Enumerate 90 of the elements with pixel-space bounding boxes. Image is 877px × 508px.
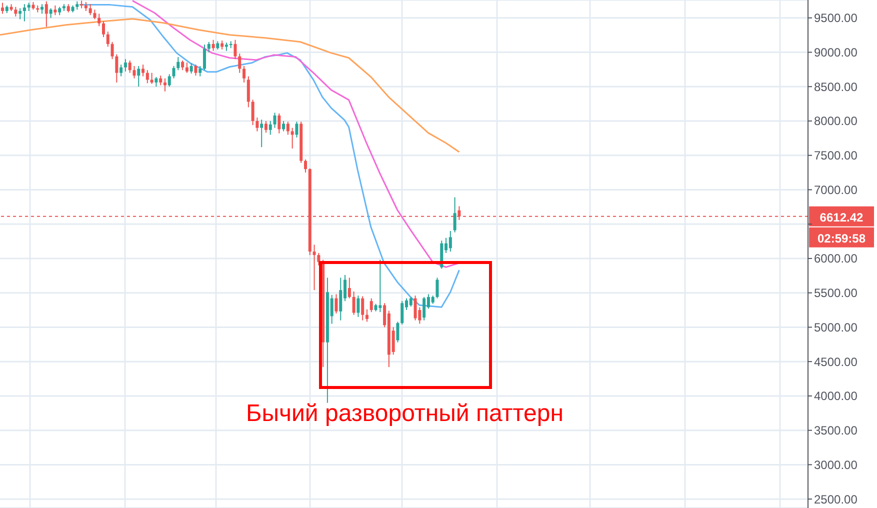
y-tick-label: 3000.00	[814, 458, 858, 472]
candlestick	[22, 4, 26, 22]
candlestick	[198, 65, 202, 77]
candlestick	[168, 74, 171, 88]
candlestick	[396, 321, 400, 343]
y-tick-label: 2500.00	[814, 492, 858, 506]
candlestick	[282, 120, 286, 132]
candlestick	[212, 39, 215, 52]
text: 02:59:58	[817, 231, 866, 246]
candlestick	[400, 300, 404, 325]
candlestick	[414, 295, 417, 321]
candlestick	[356, 295, 360, 318]
candlestick	[146, 70, 149, 84]
y-tick-label: 5500.00	[814, 286, 858, 300]
candlestick	[137, 65, 140, 88]
candlestick	[190, 62, 193, 74]
candlestick	[304, 158, 307, 174]
candlestick	[251, 99, 254, 126]
line-series	[132, 0, 460, 268]
ref-line-label: 6612.42	[820, 210, 864, 224]
y-tick-label: 7500.00	[814, 148, 858, 163]
candlestick	[159, 75, 162, 86]
candlestick	[185, 62, 188, 74]
candlestick	[128, 60, 132, 74]
candlestick	[352, 290, 356, 316]
candlestick	[278, 112, 281, 134]
candlestick	[264, 120, 268, 134]
candlestick	[260, 119, 264, 148]
candlestick	[207, 41, 210, 53]
candlestick	[14, 6, 18, 17]
candlestick	[234, 39, 237, 60]
candlestick	[98, 13, 101, 27]
candlestick	[365, 308, 368, 322]
y-tick-label: 4000.00	[814, 389, 858, 404]
y-tick-label: 5000.00	[814, 320, 858, 334]
candlestick	[312, 244, 316, 291]
annotation: Бычий разворотный паттерн	[246, 400, 564, 428]
candlestick	[348, 277, 351, 299]
candlestick	[110, 41, 114, 60]
candlestick	[361, 296, 364, 321]
candlestick	[142, 64, 145, 77]
candlestick	[49, 8, 52, 18]
candlestick	[317, 252, 320, 266]
candlestick	[448, 230, 452, 252]
candlestick	[286, 121, 290, 136]
y-tick-label: 6000.00	[814, 252, 858, 266]
candlestick	[1, 2, 4, 14]
candlestick	[40, 4, 44, 14]
candlestick	[93, 9, 96, 20]
candlestick	[436, 277, 439, 299]
y-tick-label: 7000.00	[814, 182, 858, 197]
candlestick	[409, 296, 412, 308]
candlestick	[132, 65, 136, 79]
candlestick	[273, 112, 276, 128]
candlestick	[102, 20, 105, 38]
candlestick	[44, 0, 48, 28]
candlestick	[18, 8, 22, 20]
candlestick	[453, 196, 456, 233]
candlestick	[238, 53, 242, 74]
candlestick	[88, 4, 92, 16]
y-tick-label: 9000.00	[814, 46, 858, 60]
candlestick	[370, 298, 373, 313]
candlestick	[268, 120, 272, 136]
candlestick	[124, 58, 127, 72]
candlestick	[172, 65, 176, 79]
candlestick	[378, 259, 382, 313]
candlestick	[120, 64, 123, 77]
candlestick	[163, 78, 166, 92]
candlestick	[181, 60, 184, 71]
candlestick	[203, 44, 206, 71]
candlestick	[242, 65, 246, 83]
y-tick-label: 3500.00	[814, 424, 858, 438]
candlestick	[150, 72, 154, 84]
candlestick	[246, 76, 250, 108]
line-series	[0, 18, 460, 153]
candlestick	[334, 294, 338, 314]
y-tick-label: 4500.00	[814, 354, 858, 369]
candlestick	[154, 76, 158, 88]
y-tick-label: 8500.00	[814, 80, 858, 94]
candlestick	[422, 296, 426, 321]
candlestick	[54, 5, 57, 16]
candlestick	[339, 277, 342, 321]
candlestick	[256, 117, 259, 132]
y-tick-label: 8000.00	[814, 114, 858, 128]
candlestick	[176, 56, 180, 71]
candlestick	[106, 31, 110, 48]
candlestick	[115, 54, 118, 83]
candlestick	[295, 121, 298, 138]
y-tick-label: 9500.00	[814, 11, 858, 26]
candlestick	[194, 64, 198, 76]
